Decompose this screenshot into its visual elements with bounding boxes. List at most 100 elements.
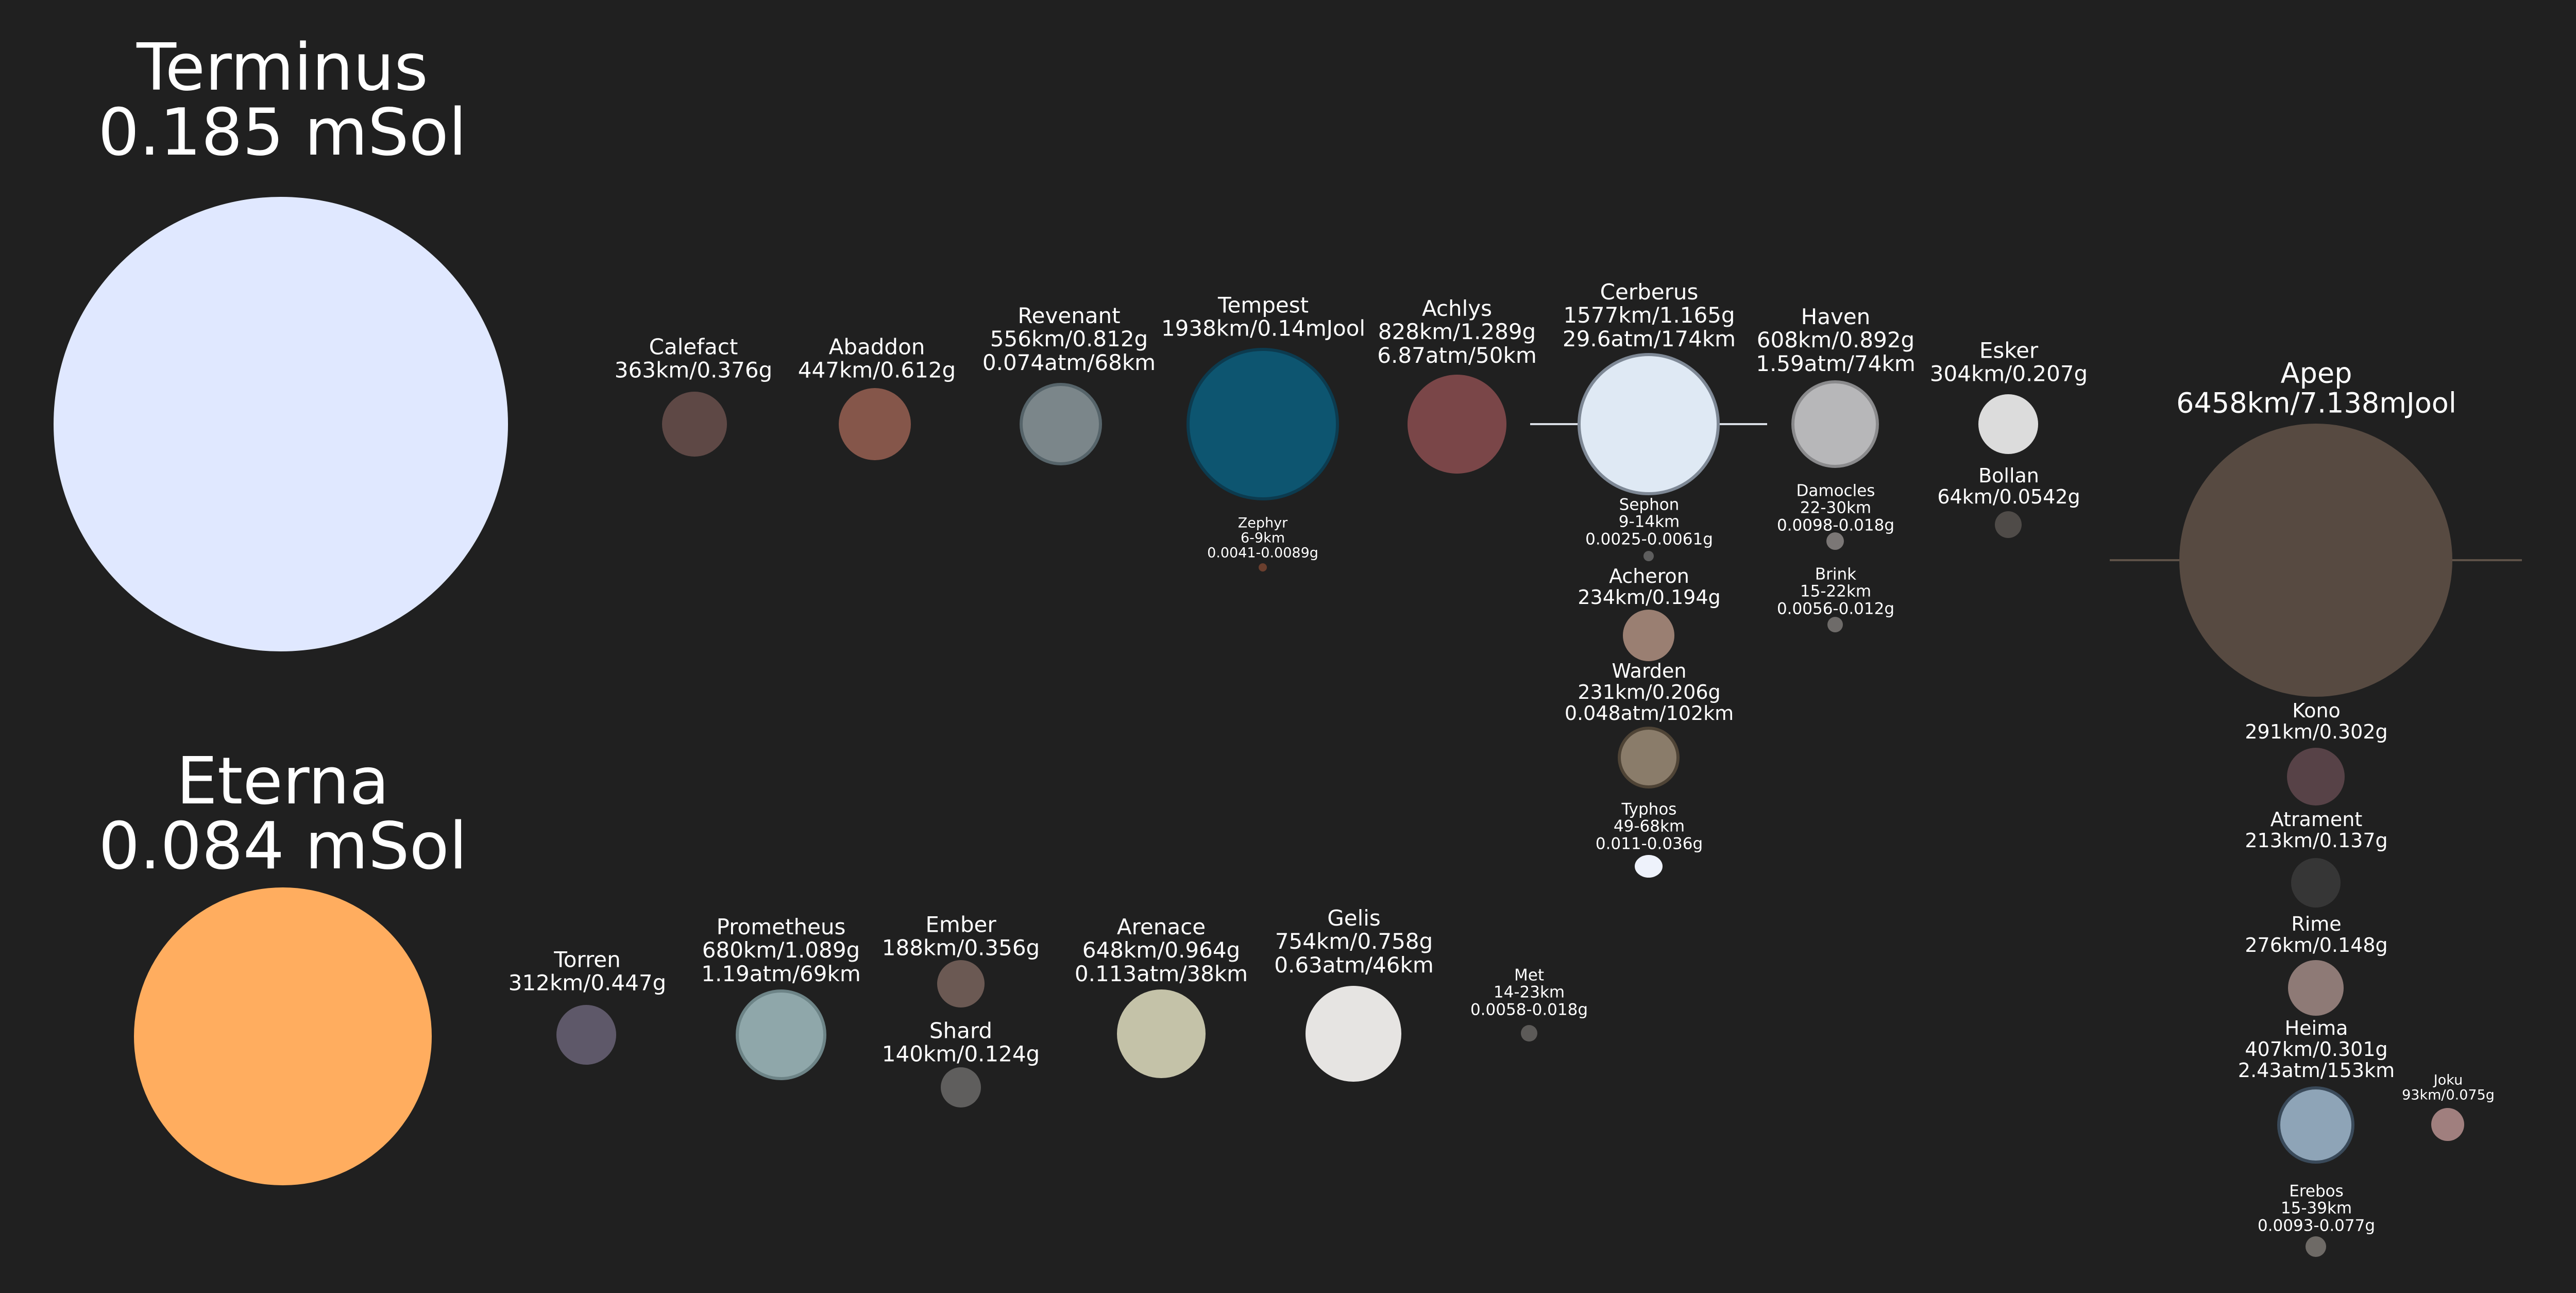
- planet-prometheus: [736, 989, 826, 1080]
- moon-joku-label: Joku 93km/0.075g: [2402, 1073, 2495, 1103]
- planet-met-name: Met: [1514, 966, 1544, 985]
- planet-tempest: [1187, 348, 1339, 500]
- planet-calefact-label: Calefact 363km/0.376g: [615, 335, 772, 382]
- moon-erebos-name: Erebos: [2289, 1182, 2344, 1201]
- moon-warden-atmosphere: 0.048atm/102km: [1564, 701, 1734, 725]
- planet-cerberus-atmosphere: 29.6atm/174km: [1562, 326, 1736, 351]
- moon-joku: [2431, 1108, 2464, 1141]
- moon-brink: [1827, 617, 1843, 632]
- moon-warden-stats: 231km/0.206g: [1578, 680, 1721, 703]
- planet-gelis-name: Gelis: [1327, 905, 1381, 931]
- planet-haven: [1791, 380, 1879, 468]
- moon-brink-label: Brink 15-22km 0.0056-0.012g: [1777, 566, 1894, 618]
- moon-typhos-name: Typhos: [1621, 800, 1677, 819]
- planet-tempest-stats: 1938km/0.14mJool: [1161, 315, 1366, 341]
- planet-haven-label: Haven 608km/0.892g 1.59atm/74km: [1756, 305, 1915, 375]
- planet-met-label: Met 14-23km 0.0058-0.018g: [1470, 967, 1588, 1019]
- moon-typhos-gravity: 0.011-0.036g: [1595, 834, 1703, 853]
- moon-zephyr-gravity: 0.0041-0.0089g: [1207, 545, 1318, 561]
- planet-arenace: [1117, 989, 1206, 1078]
- moon-rime-label: Rime 276km/0.148g: [2245, 913, 2388, 956]
- planet-prometheus-stats: 680km/1.089g: [702, 937, 860, 963]
- moon-warden-label: Warden 231km/0.206g 0.048atm/102km: [1564, 660, 1734, 725]
- planet-arenace-name: Arenace: [1116, 914, 1206, 939]
- moon-sephon-gravity: 0.0025-0.0061g: [1585, 530, 1713, 549]
- planet-revenant-atmosphere: 0.074atm/68km: [982, 349, 1156, 375]
- planet-calefact-stats: 363km/0.376g: [614, 357, 773, 383]
- planet-prometheus-label: Prometheus 680km/1.089g 1.19atm/69km: [701, 915, 860, 985]
- planet-haven-atmosphere: 1.59atm/74km: [1756, 350, 1916, 376]
- planet-esker: [1978, 394, 2038, 454]
- planet-shard-label: Shard 140km/0.124g: [882, 1019, 1040, 1066]
- moon-rime: [2288, 960, 2344, 1016]
- planet-apep-name: Apep: [2280, 357, 2352, 390]
- planet-apep-label: Apep 6458km/7.138mJool: [2176, 358, 2456, 418]
- moon-sephon-label: Sephon 9-14km 0.0025-0.0061g: [1585, 495, 1713, 549]
- planet-shard: [941, 1067, 981, 1107]
- moon-sephon-name: Sephon: [1619, 495, 1680, 514]
- planet-arenace-stats: 648km/0.964g: [1082, 937, 1241, 963]
- planet-gelis-label: Gelis 754km/0.758g 0.63atm/46km: [1274, 906, 1433, 977]
- moon-acheron: [1623, 610, 1674, 661]
- moon-heima-stats: 407km/0.301g: [2245, 1037, 2388, 1061]
- planet-gelis: [1306, 986, 1401, 1082]
- planet-achlys-label: Achlys 828km/1.289g 6.87atm/50km: [1377, 297, 1536, 367]
- moon-heima-label: Heima 407km/0.301g 2.43atm/153km: [2238, 1017, 2395, 1082]
- moon-typhos-label: Typhos 49-68km 0.011-0.036g: [1596, 801, 1703, 853]
- moon-sephon: [1643, 551, 1654, 561]
- planet-revenant-name: Revenant: [1018, 303, 1121, 328]
- moon-rime-stats: 276km/0.148g: [2245, 933, 2388, 956]
- planet-cerberus: [1578, 353, 1720, 495]
- moon-kono-label: Kono 291km/0.302g: [2245, 700, 2387, 743]
- moon-zephyr-label: Zephyr 6-9km 0.0041-0.0089g: [1207, 515, 1318, 561]
- planet-gelis-stats: 754km/0.758g: [1275, 929, 1433, 954]
- planet-calefact: [662, 392, 727, 457]
- moon-damocles-gravity: 0.0098-0.018g: [1776, 516, 1895, 535]
- planet-esker-name: Esker: [1979, 338, 2039, 363]
- planet-ember-label: Ember 188km/0.356g: [882, 913, 1040, 960]
- planet-ember-stats: 188km/0.356g: [882, 935, 1040, 961]
- planet-torren-label: Torren 312km/0.447g: [509, 948, 666, 995]
- moon-damocles: [1826, 532, 1844, 550]
- planet-met: [1521, 1025, 1537, 1042]
- planet-cerberus-name: Cerberus: [1600, 279, 1699, 305]
- moon-kono-stats: 291km/0.302g: [2245, 720, 2388, 743]
- planet-ember: [937, 960, 985, 1007]
- star-terminus: [54, 197, 508, 651]
- moon-acheron-label: Acheron 234km/0.194g: [1578, 564, 1720, 608]
- moon-erebos-label: Erebos 15-39km 0.0093-0.077g: [2258, 1183, 2375, 1235]
- planet-cerberus-label: Cerberus 1577km/1.165g 29.6atm/174km: [1563, 280, 1736, 350]
- moon-atrament: [2291, 858, 2341, 908]
- moon-acheron-name: Acheron: [1609, 564, 1689, 587]
- planet-torren: [556, 1005, 616, 1065]
- star-terminus-label: Terminus 0.185 mSol: [98, 35, 467, 165]
- moon-bollan-label: Bollan 64km/0.0542g: [1937, 465, 2080, 508]
- moon-erebos-gravity: 0.0093-0.077g: [2257, 1216, 2376, 1235]
- moon-zephyr-size: 6-9km: [1240, 530, 1285, 546]
- moon-atrament-label: Atrament 213km/0.137g: [2245, 809, 2387, 851]
- planet-cerberus-stats: 1577km/1.165g: [1563, 303, 1735, 328]
- star-eterna-label: Eterna 0.084 mSol: [98, 749, 467, 879]
- moon-zephyr: [1259, 563, 1267, 572]
- planet-esker-stats: 304km/0.207g: [1929, 361, 2088, 387]
- moon-heima-atmosphere: 2.43atm/153km: [2238, 1059, 2395, 1082]
- planet-revenant-stats: 556km/0.812g: [990, 326, 1148, 352]
- planet-apep-stats: 6458km/7.138mJool: [2176, 387, 2456, 419]
- star-eterna-mass: 0.084 mSol: [98, 808, 467, 884]
- star-eterna-name: Eterna: [176, 743, 389, 819]
- planet-met-gravity: 0.0058-0.018g: [1470, 1000, 1588, 1019]
- moon-joku-name: Joku: [2433, 1072, 2463, 1088]
- moon-atrament-stats: 213km/0.137g: [2245, 829, 2388, 852]
- planet-shard-stats: 140km/0.124g: [882, 1041, 1040, 1067]
- planet-abaddon-stats: 447km/0.612g: [798, 357, 956, 383]
- planet-ember-name: Ember: [925, 912, 996, 937]
- moon-erebos: [2306, 1236, 2326, 1257]
- planet-esker-label: Esker 304km/0.207g: [1930, 339, 2088, 385]
- moon-brink-gravity: 0.0056-0.012g: [1776, 599, 1895, 618]
- planet-torren-stats: 312km/0.447g: [508, 970, 667, 996]
- planet-torren-name: Torren: [554, 947, 621, 972]
- planet-revenant: [1020, 383, 1102, 465]
- planet-revenant-label: Revenant 556km/0.812g 0.074atm/68km: [982, 304, 1156, 374]
- moon-atrament-name: Atrament: [2270, 808, 2363, 831]
